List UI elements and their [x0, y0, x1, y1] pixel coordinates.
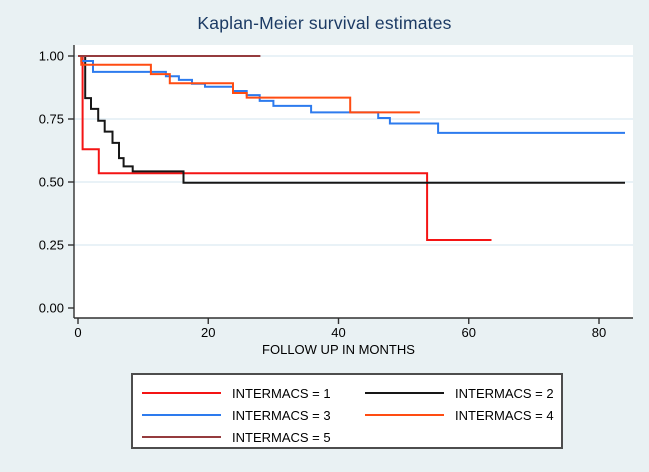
x-tick-label: 40	[331, 325, 345, 340]
legend-line-swatch	[365, 392, 444, 394]
y-tick-label: 0.50	[39, 175, 64, 190]
legend-entry-2: INTERMACS = 2	[365, 382, 561, 404]
legend-entry-3: INTERMACS = 3	[142, 404, 365, 426]
legend-label: INTERMACS = 2	[455, 385, 554, 401]
legend-label: INTERMACS = 1	[232, 385, 331, 401]
km-curve-4	[78, 55, 420, 114]
legend-entry-5: INTERMACS = 5	[142, 426, 365, 448]
legend-entry-1: INTERMACS = 1	[142, 382, 365, 404]
x-tick-label: 20	[201, 325, 215, 340]
survival-curves	[78, 55, 625, 241]
legend-line-swatch	[142, 392, 221, 394]
x-tick-label: 0	[74, 325, 81, 340]
km-curve-1	[78, 55, 492, 241]
legend-entry-4: INTERMACS = 4	[365, 404, 561, 426]
legend-line-swatch	[142, 414, 221, 416]
axes	[68, 45, 633, 324]
chart-title: Kaplan-Meier survival estimates	[197, 13, 452, 33]
x-tick-label: 60	[462, 325, 476, 340]
y-tick-label: 0.25	[39, 238, 64, 253]
y-tick-label: 0.75	[39, 112, 64, 127]
legend-label: INTERMACS = 5	[232, 429, 331, 445]
legend-line-swatch	[142, 436, 221, 438]
tick-labels: 0.00 0.25 0.50 0.75 1.00 0 20 40 60 80	[39, 49, 607, 341]
legend-label: INTERMACS = 4	[455, 407, 554, 423]
legend-label: INTERMACS = 3	[232, 407, 331, 423]
y-tick-label: 0.00	[39, 301, 64, 316]
x-axis-title: FOLLOW UP IN MONTHS	[262, 342, 415, 357]
km-plot-svg: 0.00 0.25 0.50 0.75 1.00 0 20 40 60 80	[39, 45, 633, 341]
km-curve-3	[78, 55, 625, 134]
y-tick-label: 1.00	[39, 49, 64, 64]
x-tick-label: 80	[592, 325, 606, 340]
legend-line-swatch	[365, 414, 444, 416]
legend-box: INTERMACS = 1 INTERMACS = 2 INTERMACS = 3 I…	[131, 373, 563, 449]
km-curve-2	[78, 55, 625, 184]
